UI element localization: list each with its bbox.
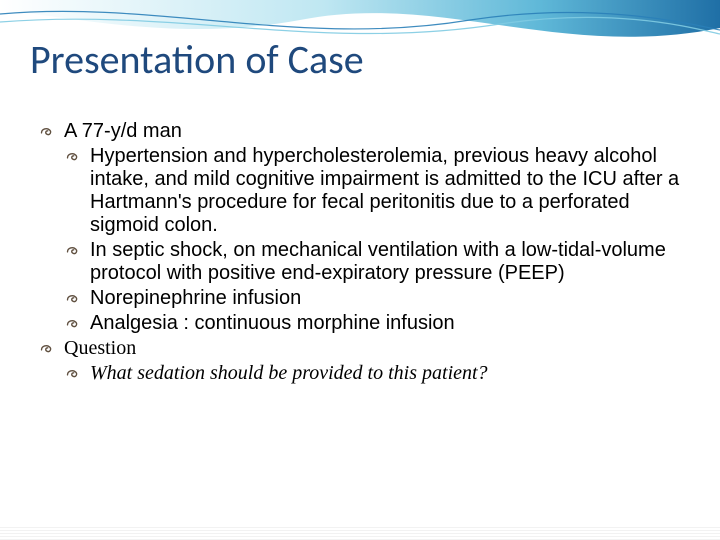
footer-texture — [0, 526, 720, 540]
slide-body: A 77-y/d man Hypertension and hyperchole… — [40, 120, 680, 387]
bullet-text: Norepinephrine infusion — [90, 287, 301, 309]
bullet-l2: Analgesia : continuous morphine infusion — [40, 312, 680, 335]
bullet-l1-question: Question — [40, 337, 680, 360]
bullet-l2-question: What sedation should be provided to this… — [40, 362, 680, 385]
bullet-text: A 77-y/d man — [64, 120, 182, 142]
bullet-l2: In septic shock, on mechanical ventilati… — [40, 239, 680, 285]
bullet-text: Question — [64, 337, 136, 359]
bullet-l2: Norepinephrine infusion — [40, 287, 680, 310]
slide-title: Presentation of Case — [30, 38, 364, 82]
bullet-text: Analgesia : continuous morphine infusion — [90, 312, 455, 334]
bullet-l1: A 77-y/d man — [40, 120, 680, 143]
bullet-text: Hypertension and hypercholesterolemia, p… — [90, 145, 679, 236]
bullet-l2: Hypertension and hypercholesterolemia, p… — [40, 145, 680, 237]
bullet-text: What sedation should be provided to this… — [90, 362, 488, 384]
bullet-text: In septic shock, on mechanical ventilati… — [90, 239, 666, 284]
